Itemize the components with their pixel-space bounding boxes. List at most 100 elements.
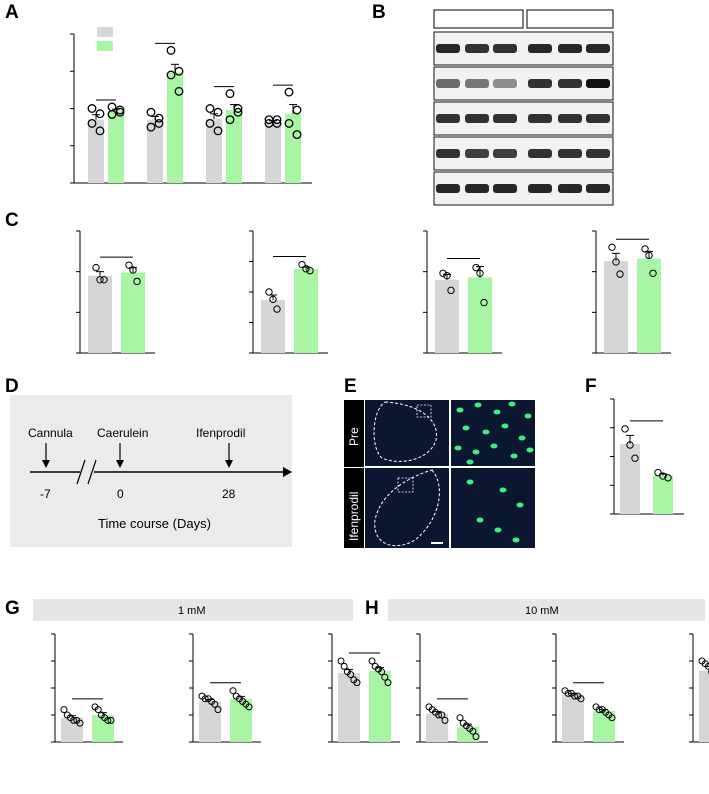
chart-h-002 (416, 633, 488, 743)
cfos-cell-pre-9 (454, 445, 462, 451)
cfos-cell-pre-0 (456, 407, 464, 413)
c8-bar-1 (369, 670, 391, 742)
blot-strip-0 (433, 31, 614, 66)
a-point-2-0-1 (213, 107, 223, 117)
c7-bar-0 (199, 701, 221, 742)
a-point-0-0-3 (95, 126, 105, 136)
timeline-arrowhead-cannula (42, 460, 50, 468)
blot-band-3-1 (465, 149, 489, 158)
blot-band-1-1 (465, 79, 489, 88)
cfos-cell-pre-4 (524, 413, 532, 419)
blot-band-4-1 (465, 184, 489, 193)
micro-row-label-pre: Pre (347, 427, 361, 446)
a-point-2-0-3 (213, 126, 223, 136)
panel-letter-d: D (5, 376, 19, 397)
a-bar-2-1 (226, 109, 242, 183)
cfos-cell-ifenprodil-4 (494, 527, 502, 533)
c5-point-0-1 (626, 441, 634, 449)
cfos-cell-ifenprodil-0 (466, 479, 474, 485)
band-g (33, 599, 353, 621)
a-bar-3-0 (265, 121, 281, 183)
cfos-cell-pre-14 (466, 459, 474, 465)
micro-cells-pre (454, 401, 534, 465)
c6-point-1-1 (94, 706, 102, 714)
panel-letter-f: F (585, 376, 597, 397)
c4-point-0-1 (612, 258, 620, 266)
a-point-1-0-0 (146, 107, 156, 117)
timeline-break-mark-2 (87, 459, 97, 485)
micro-roi-ifenprodil (397, 477, 414, 493)
c6-point-0-3 (70, 716, 78, 724)
blot-band-3-0 (436, 149, 460, 158)
c6-point-1-4 (104, 716, 112, 724)
c8-point-0-0 (337, 657, 345, 665)
a-point-1-0-3 (154, 113, 164, 123)
chart-c-nr2a (76, 230, 155, 354)
a-point-3-0-3 (272, 115, 282, 125)
chart-c-nr2c (423, 230, 502, 354)
c10-point-1-1 (595, 706, 603, 714)
timeline-background (10, 395, 292, 547)
micro-label-bg-pre (344, 400, 364, 467)
c7-point-0-5 (214, 706, 222, 714)
c2-bar-0 (261, 299, 285, 353)
c4-point-0-2 (616, 270, 624, 278)
micro-outline-pre (373, 401, 437, 462)
chart-g-016 (189, 633, 261, 743)
a-point-0-0-0 (87, 104, 97, 113)
c9-point-1-5 (472, 733, 480, 741)
blot-band-2-5 (586, 114, 610, 123)
blot-band-1-3 (528, 79, 552, 88)
blot-group-box-con (433, 9, 524, 29)
c3-bar-1 (468, 277, 492, 353)
c6-point-1-5 (107, 716, 115, 724)
cfos-cell-pre-7 (501, 423, 509, 429)
microscopy-panel: Pre Ifenprodil (344, 400, 535, 548)
chart-c-nr2d (592, 230, 671, 354)
a-bar-1-1 (167, 72, 183, 183)
c7-point-1-5 (245, 703, 253, 711)
blot-band-3-3 (528, 149, 552, 158)
blot-band-2-0 (436, 114, 460, 123)
chart-f-cfos (610, 398, 684, 515)
chart-g-10 (328, 633, 400, 743)
c8-point-1-3 (378, 668, 386, 676)
c5-point-1-2 (664, 474, 672, 482)
micro-image-ifenprodil-zoom (451, 468, 535, 548)
c5-point-0-2 (631, 454, 639, 462)
timeline-panel: Cannula -7 Caerulein 0 Ifenprodil 28 Tim… (10, 395, 292, 547)
panel-letter-g: G (5, 598, 20, 619)
c11-bar-0 (699, 670, 709, 742)
c3-point-0-0 (439, 269, 447, 277)
c6-point-0-5 (76, 719, 84, 727)
band-h-label: 10 mM (525, 605, 559, 617)
c4-bar-1 (637, 258, 661, 353)
a-point-3-1-0 (284, 87, 294, 97)
c1-point-1-2 (133, 277, 141, 286)
blot-strip-1 (433, 66, 614, 101)
c8-point-0-1 (340, 662, 348, 670)
micro-roi-pre (416, 404, 432, 418)
c1-point-1-0 (125, 261, 133, 269)
cfos-cell-ifenprodil-3 (476, 517, 484, 523)
blot-band-4-3 (528, 184, 552, 193)
a-point-1-1-2 (166, 70, 176, 80)
c7-point-0-1 (201, 695, 209, 703)
chart-h-10 (689, 633, 709, 743)
cfos-cell-pre-12 (510, 453, 518, 459)
blot-band-4-5 (586, 184, 610, 193)
c1-point-0-0 (92, 263, 100, 272)
c9-point-0-3 (435, 711, 443, 719)
band-g-label: 1 mM (178, 605, 206, 617)
blot-band-0-4 (558, 44, 582, 53)
cfos-cell-pre-5 (462, 425, 470, 431)
micro-label-bg-ifenprodil (344, 468, 364, 548)
timeline-arrowhead-ifenprodil (225, 460, 233, 468)
blot-band-2-2 (493, 114, 517, 123)
blot-band-0-0 (436, 44, 460, 53)
a-point-2-0-2 (205, 118, 215, 128)
c8-point-1-0 (368, 657, 376, 665)
a-point-0-0-1 (95, 109, 105, 119)
c5-bar-1 (653, 475, 673, 514)
